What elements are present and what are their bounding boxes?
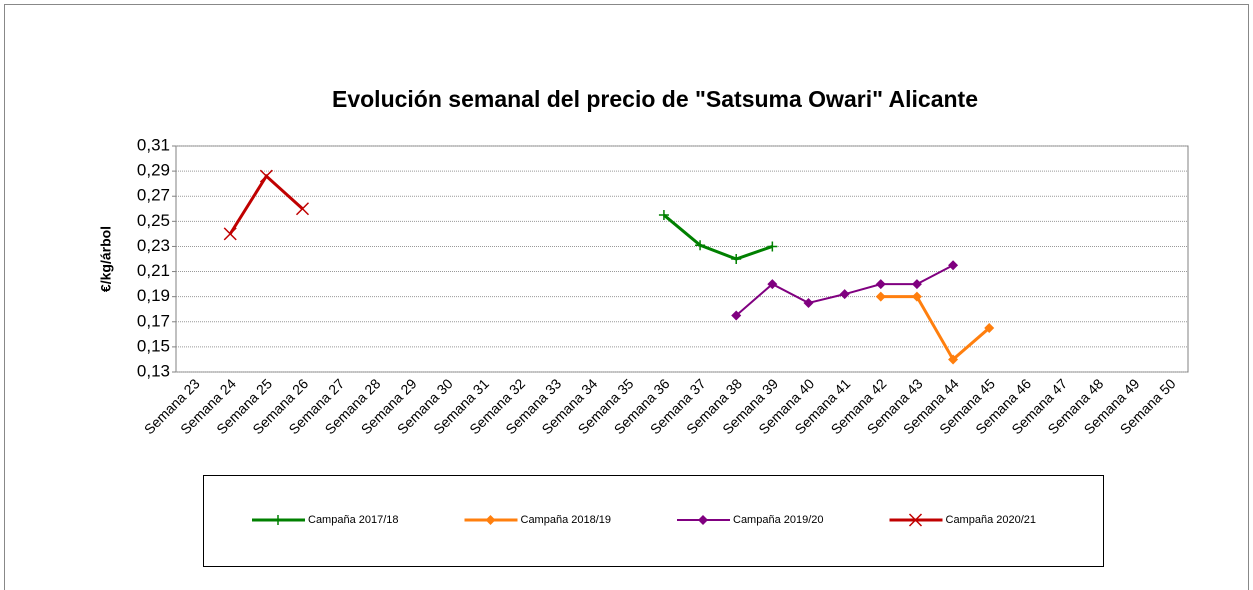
series-line	[662, 213, 773, 261]
y-tick-label: 0,15	[137, 336, 170, 355]
y-tick-label: 0,19	[137, 286, 170, 305]
marker	[767, 241, 778, 252]
marker	[839, 289, 850, 300]
marker	[731, 310, 742, 321]
y-tick-label: 0,17	[137, 311, 170, 330]
marker	[259, 169, 273, 183]
legend-label: Campaña 2018/19	[521, 514, 612, 526]
marker	[875, 291, 886, 302]
legend-marker	[273, 515, 283, 525]
legend-marker	[908, 513, 923, 527]
y-tick-label: 0,23	[137, 236, 170, 255]
y-tick-label: 0,27	[137, 186, 170, 205]
marker	[803, 297, 814, 308]
marker	[295, 202, 310, 216]
marker	[695, 240, 706, 251]
marker	[911, 279, 922, 290]
y-tick-label: 0,31	[137, 135, 170, 154]
marker	[911, 291, 922, 302]
legend-box	[203, 475, 1104, 567]
marker	[875, 279, 886, 290]
legend-label: Campaña 2017/18	[308, 514, 399, 526]
series-line	[880, 295, 991, 362]
y-tick-label: 0,25	[137, 211, 170, 230]
marker	[731, 254, 742, 264]
chart-title: Evolución semanal del precio de "Satsuma…	[332, 86, 978, 112]
marker	[767, 279, 778, 290]
legend-marker	[698, 515, 708, 525]
marker	[948, 260, 959, 271]
marker	[948, 354, 959, 365]
plot-area	[175, 145, 1189, 373]
y-tick-label: 0,21	[137, 261, 170, 280]
y-tick-label: 0,29	[137, 161, 170, 180]
marker	[984, 323, 995, 334]
series-line	[228, 173, 304, 235]
y-axis-label: €/kg/árbol	[98, 226, 114, 292]
chart-border	[4, 4, 1249, 590]
legend-label: Campaña 2020/21	[946, 514, 1037, 526]
marker	[658, 210, 669, 221]
y-tick-label: 0,13	[137, 361, 170, 380]
legend-label: Campaña 2019/20	[733, 514, 824, 526]
legend-marker	[485, 515, 496, 525]
marker	[223, 227, 237, 241]
